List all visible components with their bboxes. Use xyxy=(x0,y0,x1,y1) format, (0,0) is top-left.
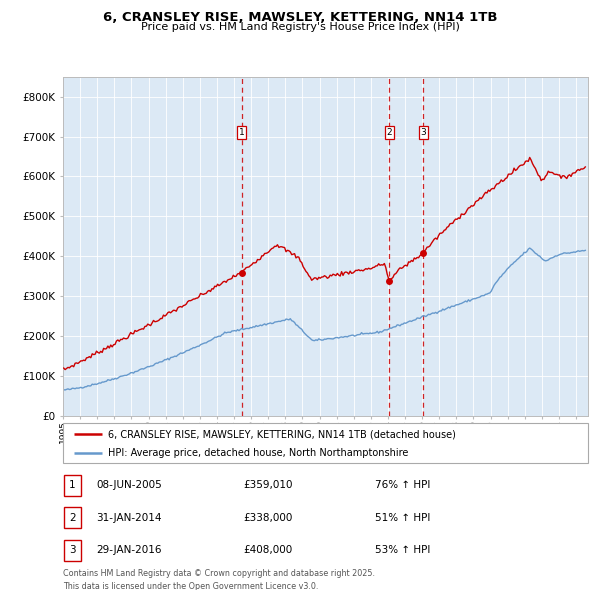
Text: £359,010: £359,010 xyxy=(243,480,293,490)
Text: £338,000: £338,000 xyxy=(243,513,292,523)
Text: 3: 3 xyxy=(421,128,426,137)
FancyBboxPatch shape xyxy=(64,507,81,529)
Text: 1: 1 xyxy=(239,128,244,137)
FancyBboxPatch shape xyxy=(63,423,588,463)
Text: 31-JAN-2014: 31-JAN-2014 xyxy=(96,513,161,523)
Text: 29-JAN-2016: 29-JAN-2016 xyxy=(96,545,161,555)
Text: 2: 2 xyxy=(386,128,392,137)
Text: 3: 3 xyxy=(69,545,76,555)
Text: HPI: Average price, detached house, North Northamptonshire: HPI: Average price, detached house, Nort… xyxy=(107,448,408,458)
FancyBboxPatch shape xyxy=(64,540,81,560)
Text: Contains HM Land Registry data © Crown copyright and database right 2025.: Contains HM Land Registry data © Crown c… xyxy=(63,569,375,578)
FancyBboxPatch shape xyxy=(64,474,81,496)
Text: £408,000: £408,000 xyxy=(243,545,292,555)
Text: 6, CRANSLEY RISE, MAWSLEY, KETTERING, NN14 1TB: 6, CRANSLEY RISE, MAWSLEY, KETTERING, NN… xyxy=(103,11,497,24)
Text: This data is licensed under the Open Government Licence v3.0.: This data is licensed under the Open Gov… xyxy=(63,582,319,590)
Text: 6, CRANSLEY RISE, MAWSLEY, KETTERING, NN14 1TB (detached house): 6, CRANSLEY RISE, MAWSLEY, KETTERING, NN… xyxy=(107,430,455,440)
Text: 53% ↑ HPI: 53% ↑ HPI xyxy=(375,545,430,555)
Text: 76% ↑ HPI: 76% ↑ HPI xyxy=(375,480,430,490)
Text: Price paid vs. HM Land Registry's House Price Index (HPI): Price paid vs. HM Land Registry's House … xyxy=(140,22,460,32)
Text: 2: 2 xyxy=(69,513,76,523)
Text: 08-JUN-2005: 08-JUN-2005 xyxy=(96,480,162,490)
Text: 1: 1 xyxy=(69,480,76,490)
Text: 51% ↑ HPI: 51% ↑ HPI xyxy=(375,513,430,523)
